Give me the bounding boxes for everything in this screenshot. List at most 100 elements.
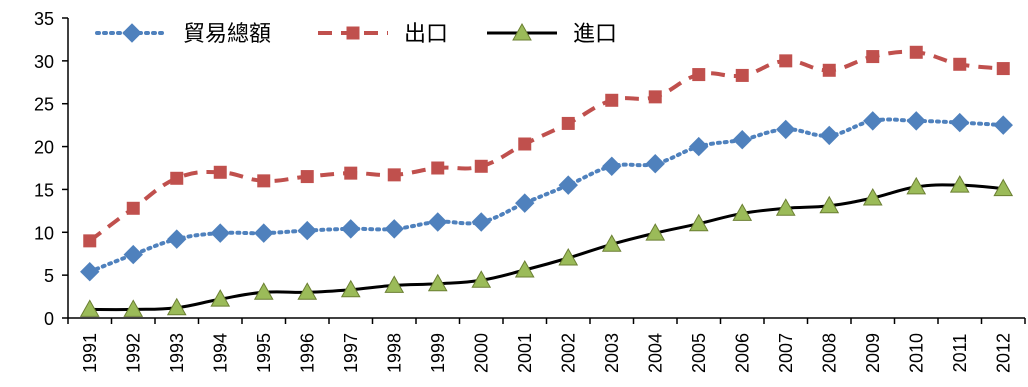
data-point-triangle bbox=[210, 289, 231, 307]
series-3 bbox=[79, 175, 1014, 317]
data-point-triangle bbox=[253, 282, 274, 300]
data-point-diamond bbox=[689, 136, 709, 157]
y-tick-label: 15 bbox=[34, 180, 54, 200]
x-tick-label: 2010 bbox=[906, 333, 926, 373]
data-point-square bbox=[779, 54, 793, 68]
data-point-triangle bbox=[166, 297, 187, 316]
data-point-square bbox=[126, 201, 140, 215]
legend-item-1: 貿易總額 bbox=[95, 22, 271, 47]
data-point-diamond bbox=[167, 229, 187, 249]
y-tick-label: 0 bbox=[44, 309, 54, 329]
data-point-diamond bbox=[254, 223, 274, 243]
data-point-square bbox=[344, 166, 358, 180]
data-point-triangle bbox=[775, 198, 796, 216]
x-tick-label: 2003 bbox=[602, 333, 622, 373]
x-tick-label: 1996 bbox=[297, 333, 317, 373]
data-point-diamond bbox=[993, 115, 1013, 135]
legend-item-2: 出口 bbox=[318, 22, 448, 47]
data-point-square bbox=[953, 57, 967, 71]
data-point-triangle bbox=[79, 299, 100, 317]
data-point-triangle bbox=[427, 273, 448, 292]
data-point-diamond bbox=[602, 156, 622, 176]
x-tick-label: 2005 bbox=[689, 333, 709, 373]
data-point-diamond bbox=[123, 244, 143, 265]
data-point-triangle bbox=[297, 282, 318, 300]
data-point-square bbox=[692, 68, 706, 82]
data-point-diamond bbox=[515, 193, 535, 213]
data-point-square bbox=[605, 93, 619, 107]
data-point-triangle bbox=[514, 259, 535, 278]
data-point-diamond bbox=[384, 219, 404, 239]
data-point-triangle bbox=[688, 213, 709, 232]
data-point-triangle bbox=[732, 203, 753, 221]
data-point-square bbox=[996, 62, 1010, 76]
data-point-diamond bbox=[122, 23, 142, 43]
data-point-triangle bbox=[949, 175, 970, 193]
data-point-square bbox=[518, 137, 532, 151]
data-point-triangle bbox=[471, 270, 492, 288]
y-tick-label: 10 bbox=[34, 223, 54, 243]
data-point-triangle bbox=[993, 178, 1014, 197]
data-point-square bbox=[648, 90, 662, 104]
data-point-triangle bbox=[558, 247, 579, 266]
x-tick-label: 1997 bbox=[341, 333, 361, 373]
data-point-square bbox=[474, 159, 488, 173]
data-point-triangle bbox=[340, 279, 361, 298]
x-tick-label: 2006 bbox=[732, 333, 752, 373]
series-line bbox=[87, 117, 1006, 274]
data-point-diamond bbox=[341, 219, 361, 239]
data-point-triangle bbox=[601, 234, 622, 252]
x-tick-label: 2004 bbox=[645, 333, 665, 373]
data-point-diamond bbox=[210, 223, 230, 243]
data-point-square bbox=[300, 170, 314, 184]
data-point-triangle bbox=[512, 22, 532, 41]
series-2 bbox=[83, 45, 1010, 248]
data-point-triangle bbox=[645, 223, 666, 241]
data-point-diamond bbox=[732, 130, 752, 150]
x-tick-label: 1994 bbox=[210, 333, 230, 373]
y-tick-label: 35 bbox=[34, 9, 54, 29]
data-point-triangle bbox=[906, 176, 927, 195]
data-point-diamond bbox=[428, 212, 448, 232]
data-point-square bbox=[909, 45, 923, 59]
data-point-diamond bbox=[645, 154, 665, 174]
data-point-diamond bbox=[776, 119, 796, 140]
data-point-square bbox=[735, 68, 749, 82]
data-point-square bbox=[213, 165, 227, 179]
legend-item-3: 進口 bbox=[487, 22, 617, 47]
x-tick-label: 2007 bbox=[776, 333, 796, 373]
legend-label: 進口 bbox=[573, 22, 617, 47]
data-point-diamond bbox=[558, 175, 578, 195]
x-tick-label: 2008 bbox=[819, 333, 839, 373]
x-tick-label: 1991 bbox=[80, 333, 100, 373]
data-point-diamond bbox=[906, 111, 926, 131]
plot-area: 0 5 10 15 20 25 30 35 1991 1992 1993 1994 1995 1996 19… bbox=[34, 9, 1026, 373]
data-point-triangle bbox=[384, 275, 405, 293]
x-tick-label: 2001 bbox=[515, 333, 535, 373]
y-tick-label: 20 bbox=[34, 138, 54, 158]
y-tick-label: 5 bbox=[44, 266, 54, 286]
data-point-square bbox=[431, 161, 445, 175]
x-tick-label: 1998 bbox=[384, 333, 404, 373]
data-point-square bbox=[83, 234, 97, 248]
data-point-square bbox=[257, 174, 271, 188]
legend-label: 貿易總額 bbox=[183, 22, 271, 47]
data-point-diamond bbox=[297, 220, 317, 241]
data-point-square bbox=[822, 63, 836, 77]
data-point-triangle bbox=[819, 195, 840, 214]
x-tick-label: 1995 bbox=[254, 333, 274, 373]
series-1 bbox=[80, 111, 1013, 282]
legend: 貿易總額 出口 進口 bbox=[95, 22, 617, 47]
data-point-diamond bbox=[819, 125, 839, 146]
data-point-square bbox=[346, 26, 360, 40]
x-tick-label: 2002 bbox=[558, 333, 578, 373]
data-point-square bbox=[387, 168, 401, 182]
data-point-diamond bbox=[471, 212, 491, 232]
x-tick-label: 1999 bbox=[428, 333, 448, 373]
x-tick-label: 2000 bbox=[471, 333, 491, 373]
y-tick-label: 25 bbox=[34, 95, 54, 115]
x-tick-label: 1992 bbox=[123, 333, 143, 373]
y-tick-label: 30 bbox=[34, 52, 54, 72]
x-tick-label: 2011 bbox=[950, 334, 970, 373]
